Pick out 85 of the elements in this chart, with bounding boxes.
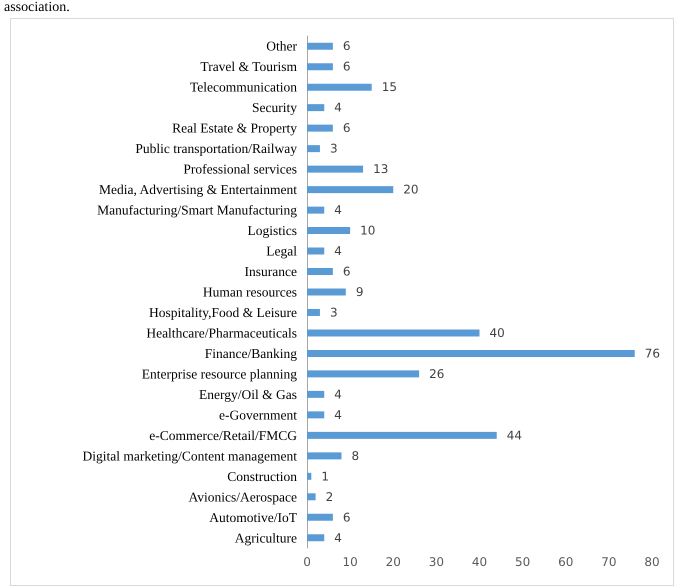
- data-label: 10: [360, 224, 376, 238]
- y-tick-label: Hospitality,Food & Leisure: [149, 304, 297, 320]
- x-tick-label: 40: [472, 555, 488, 569]
- data-label: 4: [334, 387, 342, 402]
- bar: [307, 104, 324, 112]
- data-label: 4: [334, 530, 342, 545]
- y-tick-label: Human resources: [202, 284, 297, 300]
- bar: [307, 63, 333, 70]
- data-label: 3: [330, 305, 338, 320]
- data-label: 20: [403, 182, 419, 197]
- data-label: 1: [321, 469, 329, 484]
- y-tick-label: Insurance: [244, 264, 297, 280]
- x-tick-label: 60: [558, 555, 574, 569]
- data-label: 6: [342, 39, 351, 54]
- data-label: 13: [373, 162, 388, 176]
- y-tick-label: Manufacturing/Smart Manufacturing: [97, 202, 298, 218]
- data-label: 2: [326, 490, 334, 504]
- bar: [307, 350, 635, 357]
- y-tick-label: Energy/Oil & Gas: [199, 386, 297, 402]
- bar: [307, 206, 324, 214]
- data-label: 26: [429, 366, 444, 381]
- bar: [307, 390, 324, 398]
- bar: [307, 308, 320, 316]
- x-tick-label: 70: [601, 555, 617, 569]
- y-tick-label: Real Estate & Property: [172, 120, 298, 136]
- y-tick-label: Professional services: [183, 162, 297, 177]
- bar: [307, 227, 350, 234]
- data-label: 6: [342, 60, 351, 74]
- y-tick-label: Healthcare/Pharmaceuticals: [146, 325, 297, 340]
- y-tick-label: Telecommunication: [190, 80, 298, 95]
- data-label: 4: [334, 408, 342, 422]
- y-tick-label: Media, Advertising & Entertainment: [99, 182, 298, 198]
- data-label: 4: [334, 244, 342, 258]
- data-label: 9: [356, 285, 364, 299]
- data-label: 44: [506, 428, 522, 442]
- y-tick-label: Automotive/IoT: [209, 510, 298, 525]
- y-tick-label: Travel & Tourism: [200, 59, 298, 74]
- y-tick-label: e-Government: [219, 407, 298, 422]
- y-tick-label: Construction: [227, 468, 298, 484]
- y-tick-label: Other: [266, 38, 298, 54]
- y-tick-label: Legal: [266, 244, 298, 259]
- bar: [307, 288, 346, 296]
- bar: [307, 452, 342, 460]
- x-tick-label: 20: [386, 555, 401, 569]
- data-label: 8: [352, 448, 360, 463]
- bar: [307, 514, 333, 521]
- bar: [307, 186, 394, 194]
- x-tick-label: 0: [303, 555, 311, 569]
- y-tick-label: Public transportation/Railway: [135, 141, 298, 156]
- y-tick-label: Enterprise resource planning: [142, 366, 298, 382]
- bar: [307, 411, 324, 418]
- data-label: 3: [330, 142, 338, 156]
- x-tick-label: 30: [428, 555, 444, 569]
- y-tick-label: Security: [252, 100, 298, 116]
- bar: [307, 124, 333, 132]
- data-label: 6: [342, 510, 351, 524]
- y-tick-label: e-Commerce/Retail/FMCG: [149, 428, 298, 443]
- x-tick-label: 80: [644, 555, 660, 569]
- data-label: 15: [382, 80, 397, 94]
- y-tick-label: Finance/Banking: [204, 346, 298, 361]
- data-label: 76: [644, 346, 660, 360]
- y-tick-label: Agriculture: [234, 530, 297, 546]
- data-label: 4: [334, 203, 342, 218]
- bar: [307, 493, 316, 500]
- bar: [307, 145, 320, 152]
- bar: [307, 248, 324, 255]
- data-label: 40: [490, 326, 505, 340]
- bar: [307, 166, 364, 173]
- data-label: 4: [334, 100, 342, 115]
- bar: [307, 370, 420, 378]
- bar: [307, 84, 372, 91]
- bar: [307, 472, 312, 480]
- bar: [307, 432, 497, 439]
- bar: [307, 329, 480, 336]
- data-label: 6: [342, 121, 351, 136]
- x-tick-label: 10: [342, 555, 358, 569]
- y-tick-label: Avionics/Aerospace: [188, 489, 297, 504]
- text: association.: [4, 0, 70, 16]
- data-label: 6: [342, 264, 351, 279]
- bar: [307, 42, 333, 50]
- y-tick-label: Digital marketing/Content management: [82, 448, 298, 464]
- bar: [307, 268, 333, 276]
- x-tick-label: 50: [514, 555, 530, 569]
- y-tick-label: Logistics: [248, 223, 297, 238]
- bar: [307, 534, 324, 542]
